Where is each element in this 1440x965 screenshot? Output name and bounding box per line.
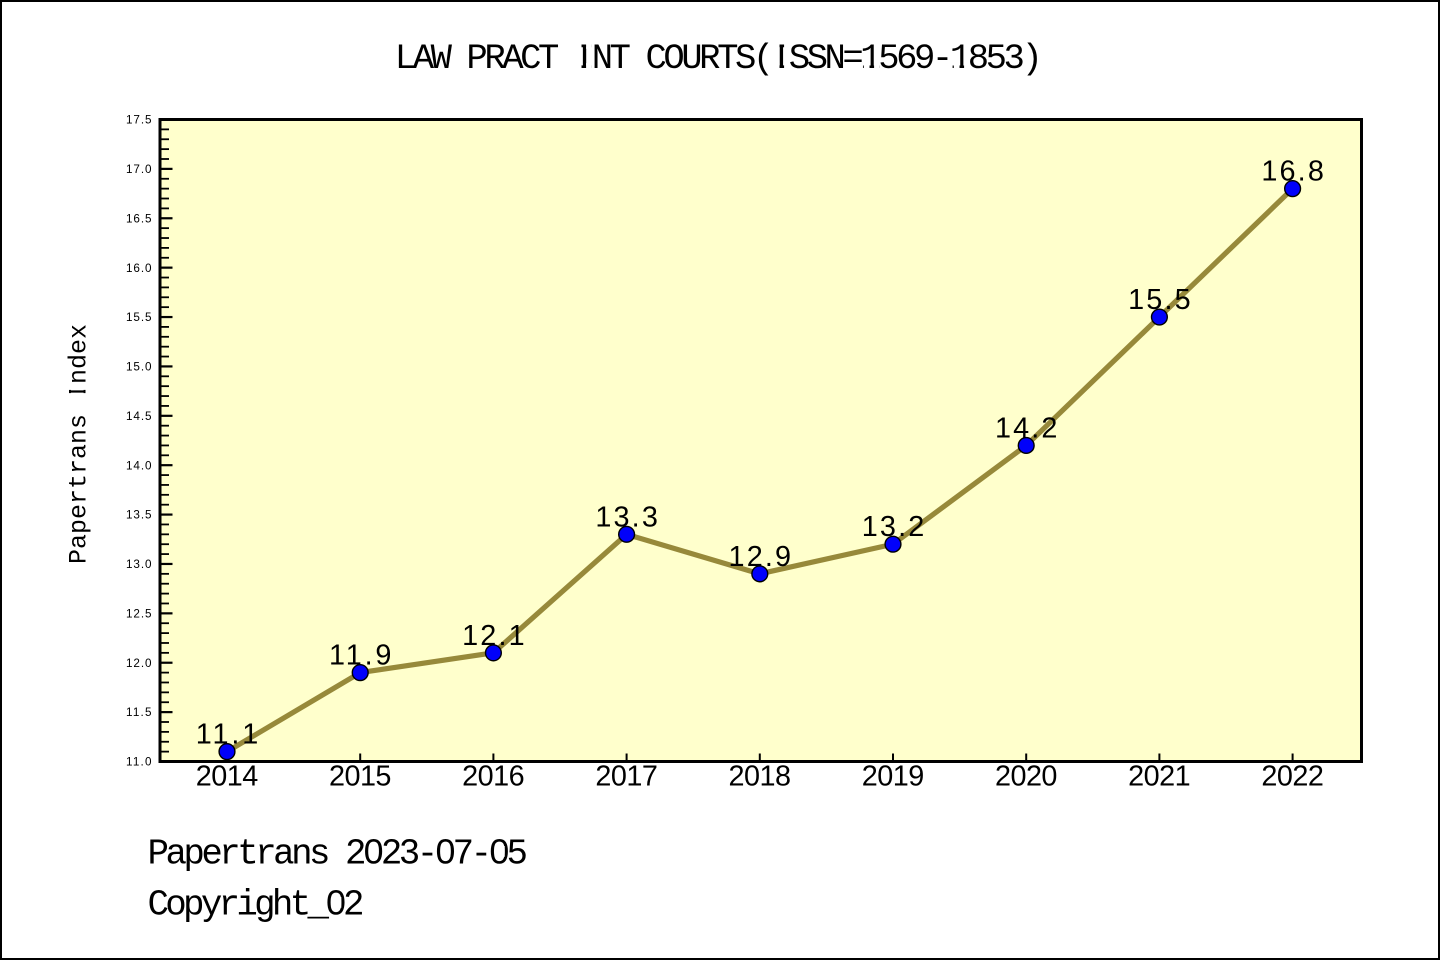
svg-text:15.5: 15.5 [1128,284,1191,316]
svg-text:2015: 2015 [329,761,392,793]
svg-text:12.5: 12.5 [126,607,152,620]
svg-text:2020: 2020 [995,761,1058,793]
svg-text:14.0: 14.0 [126,459,152,472]
svg-text:16.8: 16.8 [1261,156,1324,188]
svg-text:13.0: 13.0 [126,558,152,571]
svg-text:2019: 2019 [862,761,925,793]
svg-text:12.1: 12.1 [462,620,525,652]
svg-text:15.5: 15.5 [126,311,152,324]
svg-text:13.5: 13.5 [126,509,152,522]
svg-text:Papertrans Index: Papertrans Index [64,324,93,564]
svg-text:12.9: 12.9 [729,541,792,573]
svg-text:16.5: 16.5 [126,212,152,225]
svg-text:17.0: 17.0 [126,163,152,176]
svg-text:11.9: 11.9 [329,640,392,672]
svg-text:2014: 2014 [196,761,259,793]
svg-text:2017: 2017 [595,761,658,793]
svg-text:11.0: 11.0 [126,756,152,769]
svg-text:13.2: 13.2 [862,511,925,543]
svg-text:11.5: 11.5 [126,706,152,719]
svg-text:15.0: 15.0 [126,361,152,374]
svg-text:2021: 2021 [1128,761,1191,793]
svg-text:2016: 2016 [462,761,525,793]
svg-text:14.5: 14.5 [126,410,152,423]
svg-text:Papertrans 2023-07-05: Papertrans 2023-07-05 [148,834,529,875]
svg-text:2018: 2018 [729,761,792,793]
svg-text:2022: 2022 [1261,761,1324,793]
svg-text:Copyright_02: Copyright_02 [148,885,365,926]
svg-text:LAW PRACT INT COURTS(ISSN=1569: LAW PRACT INT COURTS(ISSN=1569-1853) [395,38,1043,79]
svg-text:17.5: 17.5 [126,114,152,127]
svg-text:11.1: 11.1 [196,719,259,751]
svg-text:14.2: 14.2 [995,412,1058,444]
svg-text:16.0: 16.0 [126,262,152,275]
svg-text:13.3: 13.3 [595,501,658,533]
svg-text:12.0: 12.0 [126,657,152,670]
